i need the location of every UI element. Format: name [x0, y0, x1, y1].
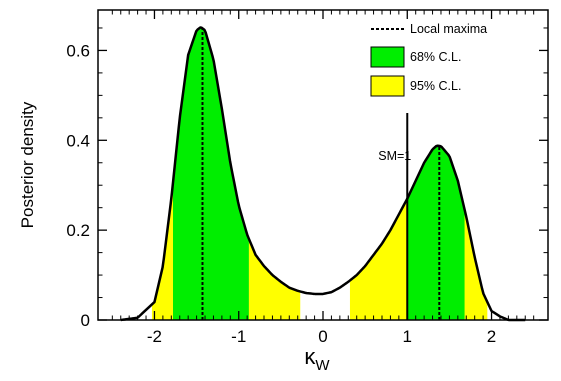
- legend-68-label: 68% C.L.: [410, 50, 461, 64]
- legend-95-label: 95% C.L.: [410, 79, 461, 93]
- region-68-0: [173, 27, 249, 321]
- x-tick-label-4: 2: [487, 327, 496, 346]
- x-axis-label-subscript: W: [315, 357, 330, 374]
- x-tick-label-0: -2: [147, 327, 162, 346]
- legend-local-maxima-label: Local maxima: [410, 22, 487, 36]
- region-68-1: [407, 145, 465, 320]
- y-tick-label-1: 0.2: [66, 221, 90, 240]
- x-axis-label: κW: [304, 344, 330, 374]
- credible-region-fills: [151, 27, 488, 321]
- legend-95-swatch: [370, 75, 405, 97]
- y-axis-label: Posterior density: [18, 101, 37, 228]
- y-tick-label-2: 0.4: [66, 131, 90, 150]
- axis-ticks: -2 -1 0 1 2 0 0.2 0.4 0.6: [66, 10, 548, 346]
- chart-marks: [120, 26, 526, 322]
- y-tick-label-0: 0: [81, 311, 90, 330]
- density-curve: [120, 26, 526, 322]
- x-tick-label-1: -1: [231, 327, 246, 346]
- x-axis-label-symbol: κ: [304, 344, 316, 369]
- legend-68-swatch: [370, 46, 405, 68]
- y-tick-label-3: 0.6: [66, 41, 90, 60]
- legend: Local maxima 68% C.L. 95% C.L.: [370, 22, 487, 97]
- x-tick-label-3: 1: [403, 327, 412, 346]
- sm-annotation: SM=1: [378, 149, 411, 163]
- x-tick-label-2: 0: [318, 327, 327, 346]
